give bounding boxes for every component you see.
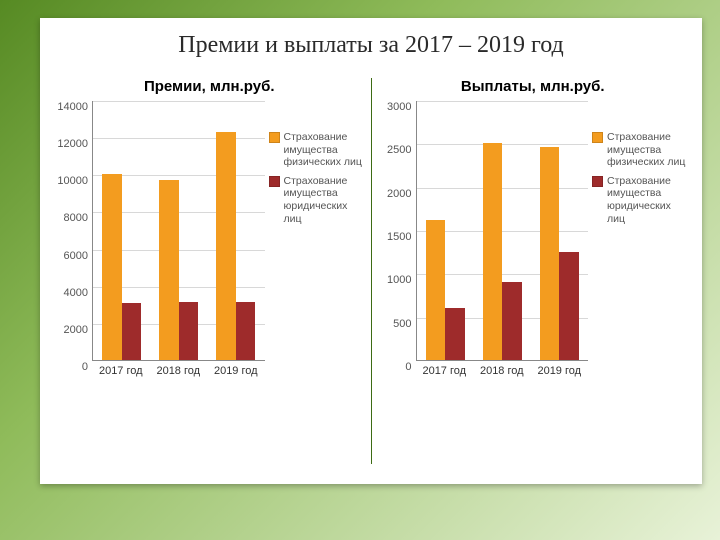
chart-body: 02000400060008000100001200014000 Страхов… (54, 101, 365, 361)
y-tick-label: 4000 (54, 287, 88, 299)
bar (179, 302, 198, 361)
x-tick-label: 2017 год (416, 361, 474, 377)
y-tick-label: 1000 (378, 274, 412, 286)
y-axis: 050010001500200025003000 (378, 101, 416, 361)
x-axis: 2017 год2018 год2019 год (92, 361, 265, 377)
legend-swatch-icon (592, 132, 603, 143)
y-tick-label: 2000 (378, 188, 412, 200)
y-tick-label: 0 (378, 361, 412, 373)
slide-title: Премии и выплаты за 2017 – 2019 год (40, 32, 702, 59)
legend-item: Страхование имущества юридических лиц (269, 175, 365, 225)
chart-title: Выплаты, млн.руб. (378, 78, 689, 95)
legend-swatch-icon (592, 176, 603, 187)
y-tick-label: 3000 (378, 101, 412, 113)
chart-payouts: Выплаты, млн.руб. 0 500 1000 1500 2000 2500 30… (374, 78, 693, 464)
bar (559, 252, 578, 360)
legend-item: Страхование имущества юридических лиц (592, 175, 688, 225)
bar (483, 143, 502, 360)
x-tick-label: 2017 год (92, 361, 150, 377)
bar (102, 174, 121, 360)
y-tick-label: 2500 (378, 144, 412, 156)
y-axis: 02000400060008000100001200014000 (54, 101, 92, 361)
x-tick-label: 2018 год (150, 361, 208, 377)
y-tick-label: 500 (378, 318, 412, 330)
content-panel: Премии и выплаты за 2017 – 2019 год Прем… (40, 18, 702, 484)
legend-label: Страхование имущества физических лиц (607, 131, 688, 169)
bar (445, 308, 464, 360)
bar (216, 132, 235, 360)
bar (159, 180, 178, 360)
y-tick-label: 2000 (54, 324, 88, 336)
plot-area (92, 101, 265, 361)
y-tick-label: 6000 (54, 250, 88, 262)
gridline (417, 144, 589, 145)
gridline (93, 138, 265, 139)
x-tick-label: 2019 год (207, 361, 265, 377)
chart-premiums: Премии, млн.руб. 0 2000 4000 6000 8000 10000 1… (50, 78, 369, 464)
plot-area (416, 101, 589, 361)
bar (540, 147, 559, 360)
y-tick-label: 10000 (54, 175, 88, 187)
legend: Страхование имущества физических лиц Стр… (588, 101, 688, 361)
charts-row: Премии, млн.руб. 02000400060008000100001… (50, 78, 692, 464)
y-tick-label: 12000 (54, 138, 88, 150)
legend-label: Страхование имущества физических лиц (284, 131, 365, 169)
legend-label: Страхование имущества юридических лиц (284, 175, 365, 225)
y-tick-label: 14000 (54, 101, 88, 113)
gridline (417, 188, 589, 189)
bar (502, 282, 521, 360)
y-tick-label: 1500 (378, 231, 412, 243)
bar (236, 302, 255, 361)
legend-item: Страхование имущества физических лиц (592, 131, 688, 169)
chart-divider (371, 78, 372, 464)
chart-title: Премии, млн.руб. (54, 78, 365, 95)
bar (122, 303, 141, 360)
y-tick-label: 0 (54, 361, 88, 373)
bar (426, 220, 445, 360)
gridline (93, 101, 265, 102)
x-tick-label: 2018 год (473, 361, 531, 377)
legend-label: Страхование имущества юридических лиц (607, 175, 688, 225)
gridline (417, 101, 589, 102)
legend-item: Страхование имущества физических лиц (269, 131, 365, 169)
legend-swatch-icon (269, 176, 280, 187)
y-tick-label: 8000 (54, 212, 88, 224)
chart-body: 050010001500200025003000 Страхование иму… (378, 101, 689, 361)
legend-swatch-icon (269, 132, 280, 143)
slide: Премии и выплаты за 2017 – 2019 год Прем… (0, 0, 720, 540)
x-tick-label: 2019 год (531, 361, 589, 377)
legend: Страхование имущества физических лиц Стр… (265, 101, 365, 361)
x-axis: 2017 год2018 год2019 год (416, 361, 589, 377)
